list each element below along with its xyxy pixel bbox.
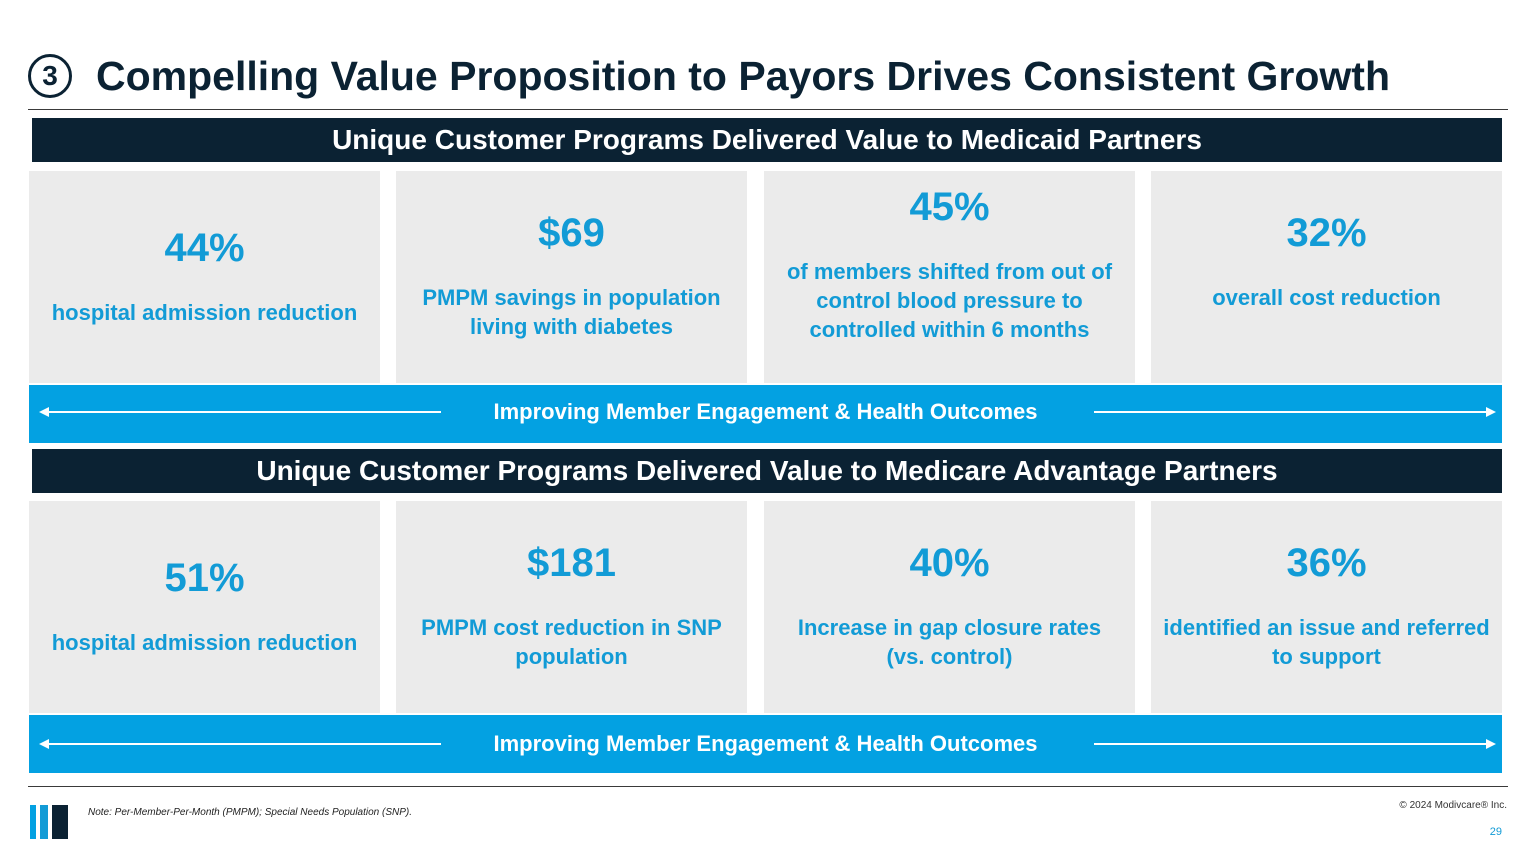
stat-value: 44% <box>164 225 245 270</box>
footnote: Note: Per-Member-Per-Month (PMPM); Speci… <box>88 807 413 818</box>
band-label: Improving Member Engagement & Health Out… <box>493 731 1038 756</box>
medicaid-outcomes-band: Improving Member Engagement & Health Out… <box>29 385 1502 443</box>
medicare-stat-card-1: 51% hospital admission reduction <box>29 501 380 713</box>
step-number-badge: 3 <box>28 54 72 98</box>
stat-value: 40% <box>909 541 990 585</box>
double-arrow-icon <box>39 739 1496 749</box>
medicaid-stat-card-3: 45% of members shifted from out of contr… <box>764 171 1135 383</box>
stat-description: hospital admission reduction <box>51 629 358 655</box>
stat-value: 32% <box>1286 210 1367 255</box>
stat-value: 36% <box>1286 541 1367 585</box>
footer-divider <box>28 786 1508 787</box>
medicare-section-header: Unique Customer Programs Delivered Value… <box>32 449 1502 493</box>
step-number: 3 <box>42 60 58 91</box>
stat-value: 45% <box>909 184 990 229</box>
medicare-outcomes-band: Improving Member Engagement & Health Out… <box>29 715 1502 773</box>
copyright-text: © 2024 Modivcare® Inc. <box>1399 800 1507 811</box>
page-title: Compelling Value Proposition to Payors D… <box>96 52 1390 99</box>
stat-value: 51% <box>164 555 245 600</box>
stat-description: Increase in gap closure rates (vs. contr… <box>797 615 1102 669</box>
stat-value: $69 <box>538 211 605 255</box>
medicare-stat-card-2: $181 PMPM cost reduction in SNP populati… <box>396 501 747 713</box>
band-label: Improving Member Engagement & Health Out… <box>493 399 1038 424</box>
company-logo-icon <box>30 805 68 839</box>
stat-value: $181 <box>527 541 616 585</box>
medicaid-stat-card-4: 32% overall cost reduction <box>1151 171 1502 383</box>
title-divider <box>28 109 1508 110</box>
medicare-stat-card-3: 40% Increase in gap closure rates (vs. c… <box>764 501 1135 713</box>
medicaid-stat-card-1: 44% hospital admission reduction <box>29 171 380 383</box>
stat-description: PMPM cost reduction in SNP population <box>421 615 722 669</box>
slide-title-row: 3 Compelling Value Proposition to Payors… <box>28 50 1390 102</box>
stat-description: of members shifted from out of control b… <box>786 258 1113 342</box>
medicaid-stat-card-2: $69 PMPM savings in population living wi… <box>396 171 747 383</box>
page-number: 29 <box>1489 826 1502 838</box>
stat-description: overall cost reduction <box>1212 284 1441 310</box>
stat-description: identified an issue and referred to supp… <box>1163 615 1490 669</box>
stat-description: PMPM savings in population living with d… <box>422 285 721 339</box>
medicaid-section-header: Unique Customer Programs Delivered Value… <box>32 118 1502 162</box>
medicare-stat-card-4: 36% identified an issue and referred to … <box>1151 501 1502 713</box>
double-arrow-icon <box>39 407 1496 417</box>
stat-description: hospital admission reduction <box>51 299 358 325</box>
